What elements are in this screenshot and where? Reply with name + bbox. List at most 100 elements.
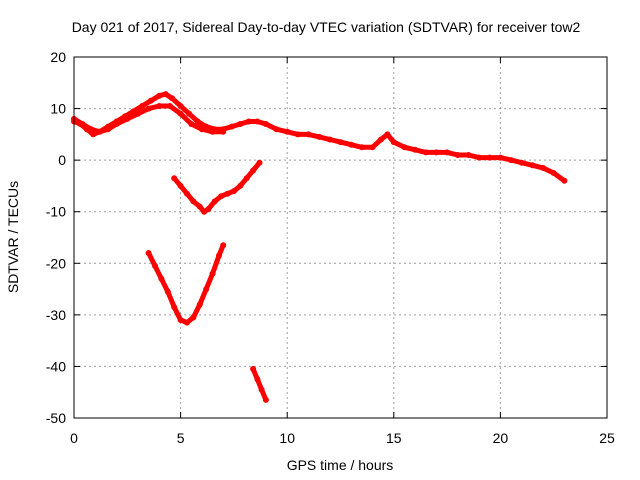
data-point bbox=[390, 139, 397, 146]
data-point bbox=[190, 314, 197, 321]
x-tick-label: 20 bbox=[493, 430, 509, 446]
chart-title: Day 021 of 2017, Sidereal Day-to-day VTE… bbox=[72, 19, 581, 35]
data-point bbox=[220, 128, 227, 135]
data-point bbox=[444, 149, 451, 156]
data-point bbox=[135, 110, 141, 117]
data-point bbox=[88, 126, 95, 133]
data-point bbox=[211, 198, 218, 205]
data-point bbox=[177, 103, 184, 109]
y-tick-label: -50 bbox=[46, 410, 66, 426]
data-point bbox=[518, 159, 525, 166]
data-point bbox=[316, 133, 323, 140]
data-point bbox=[224, 190, 231, 197]
data-point bbox=[218, 193, 225, 200]
data-point bbox=[169, 95, 176, 102]
y-tick-label: -30 bbox=[46, 307, 66, 323]
data-point bbox=[237, 182, 244, 189]
data-point bbox=[245, 118, 252, 125]
data-point bbox=[358, 144, 365, 151]
data-point bbox=[184, 190, 190, 197]
data-point bbox=[529, 162, 536, 169]
data-point bbox=[540, 164, 546, 171]
data-point bbox=[561, 177, 568, 184]
y-tick-label: -10 bbox=[46, 204, 66, 220]
data-point bbox=[250, 366, 257, 372]
data-point bbox=[254, 118, 261, 125]
data-point bbox=[152, 262, 158, 269]
data-point bbox=[177, 182, 184, 189]
data-point bbox=[305, 131, 312, 138]
data-point bbox=[190, 198, 197, 205]
data-point bbox=[384, 131, 391, 138]
data-point bbox=[145, 105, 152, 112]
data-point bbox=[486, 154, 493, 161]
data-point bbox=[205, 206, 212, 213]
data-point bbox=[497, 154, 504, 161]
data-point bbox=[220, 242, 227, 249]
data-point bbox=[550, 170, 557, 176]
data-point bbox=[156, 92, 163, 99]
data-point bbox=[196, 203, 203, 210]
y-tick-label: -40 bbox=[46, 358, 66, 374]
data-point bbox=[412, 146, 419, 153]
x-axis-label: GPS time / hours bbox=[287, 457, 394, 473]
data-point bbox=[124, 115, 131, 122]
x-tick-label: 10 bbox=[279, 430, 295, 446]
data-point bbox=[171, 304, 178, 311]
data-point bbox=[258, 386, 265, 393]
data-point bbox=[96, 128, 103, 135]
data-point bbox=[422, 149, 429, 156]
data-point bbox=[171, 175, 178, 182]
data-point bbox=[166, 103, 173, 109]
data-point bbox=[156, 103, 163, 109]
data-point bbox=[196, 301, 203, 308]
data-point bbox=[203, 286, 210, 293]
data-point bbox=[273, 126, 280, 133]
data-point bbox=[105, 126, 112, 133]
data-point bbox=[243, 175, 250, 182]
data-point bbox=[145, 250, 152, 256]
series-line-secondary-trace bbox=[71, 103, 226, 135]
data-point bbox=[294, 131, 301, 138]
plot-frame bbox=[73, 56, 608, 419]
x-tick-label: 15 bbox=[386, 430, 402, 446]
y-tick-label: -20 bbox=[46, 255, 66, 271]
data-point bbox=[113, 121, 120, 127]
data-point bbox=[465, 152, 472, 158]
data-point bbox=[139, 103, 146, 109]
x-tick-label: 25 bbox=[599, 430, 615, 446]
y-tick-label: 10 bbox=[50, 101, 66, 117]
data-point bbox=[476, 154, 483, 161]
data-point bbox=[508, 157, 515, 164]
data-point bbox=[209, 270, 216, 277]
data-point bbox=[237, 121, 244, 127]
data-point bbox=[337, 139, 344, 146]
data-point bbox=[230, 188, 237, 195]
data-point bbox=[188, 121, 195, 127]
data-point bbox=[216, 252, 222, 259]
data-point bbox=[433, 149, 440, 156]
data-point bbox=[177, 110, 184, 117]
data-point bbox=[147, 97, 154, 104]
series-line-dip-trace-3 bbox=[250, 366, 269, 403]
data-point bbox=[401, 144, 408, 151]
data-point bbox=[256, 159, 263, 166]
data-point bbox=[162, 91, 169, 98]
x-tick-label: 0 bbox=[70, 430, 78, 446]
data-point bbox=[250, 167, 257, 174]
data-point bbox=[262, 396, 269, 403]
y-axis-label: SDTVAR / TECUs bbox=[5, 181, 21, 293]
grid-layer bbox=[74, 57, 607, 418]
data-point bbox=[326, 136, 333, 143]
x-tick-label: 5 bbox=[177, 430, 185, 446]
data-point bbox=[194, 118, 201, 125]
data-point bbox=[184, 319, 190, 326]
data-point bbox=[378, 136, 384, 143]
data-point bbox=[284, 128, 291, 135]
data-point bbox=[262, 121, 269, 127]
data-point bbox=[177, 317, 184, 323]
data-point bbox=[209, 128, 216, 135]
data-point bbox=[198, 126, 205, 133]
